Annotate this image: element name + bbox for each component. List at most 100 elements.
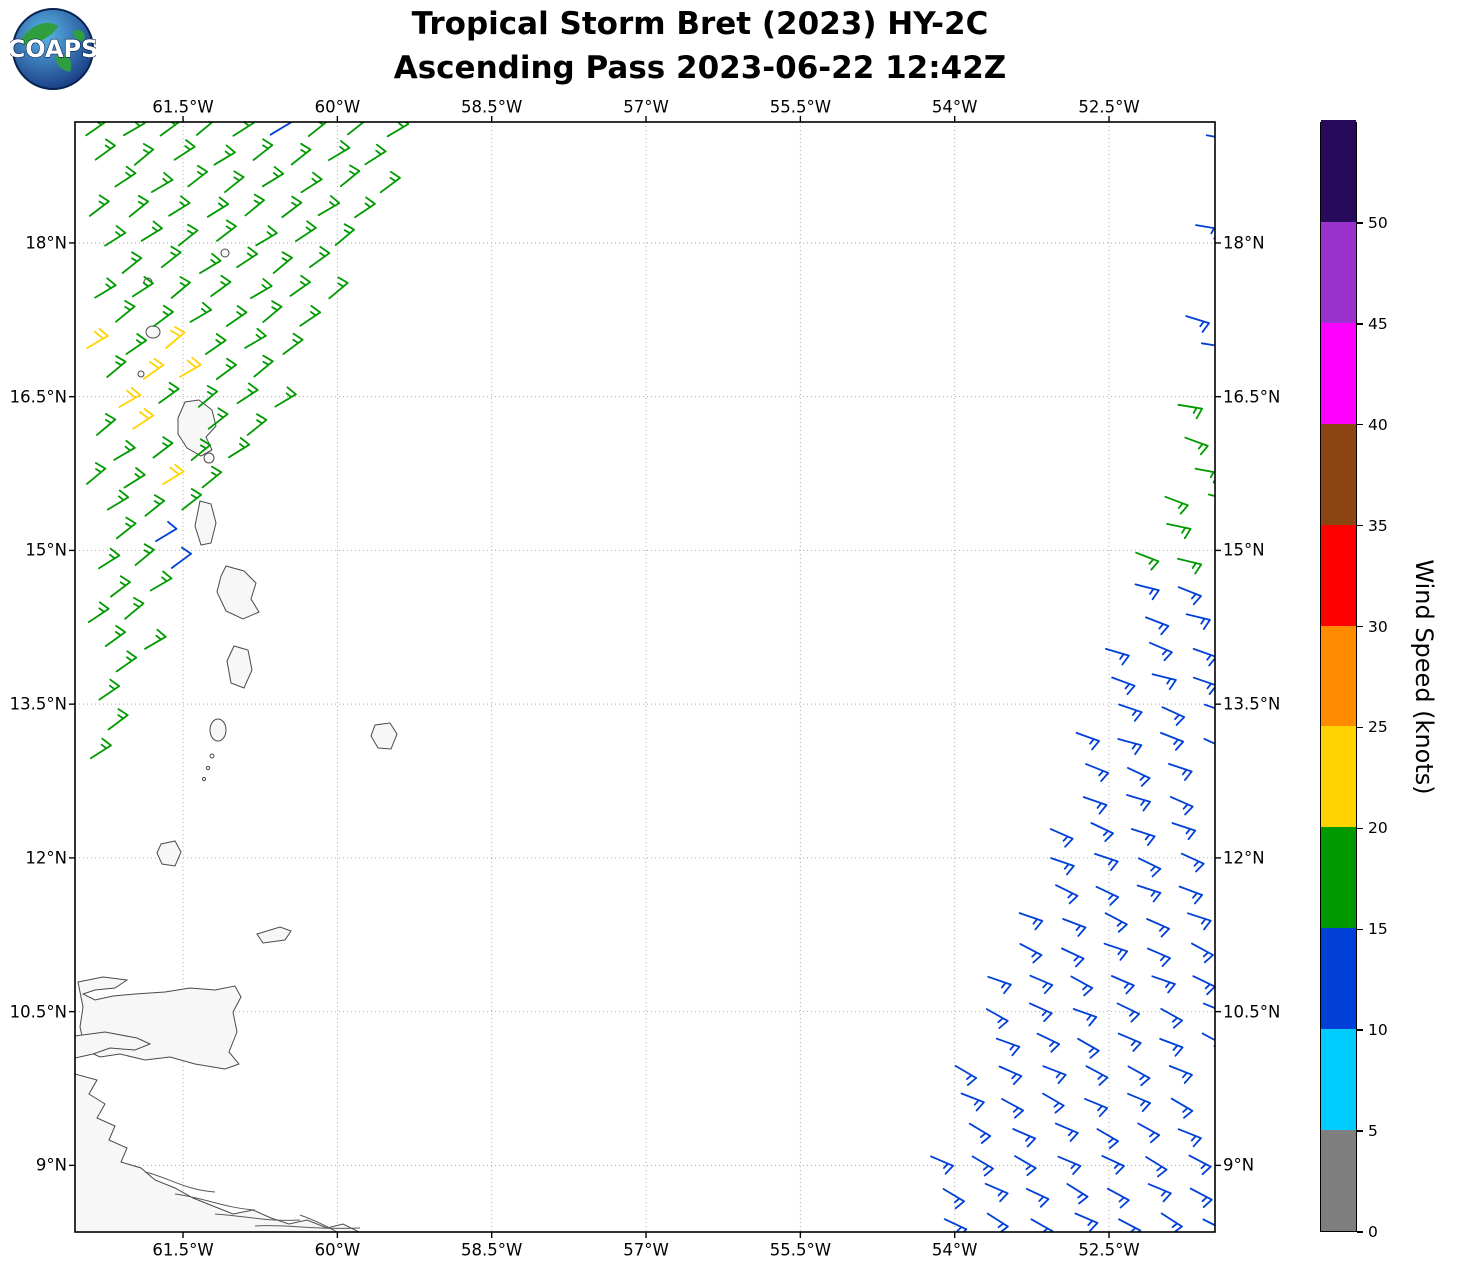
coastline-grenadines-2 [205,765,211,771]
wind-barb [115,516,137,540]
wind-barb [1137,1122,1161,1144]
y-tick-label-left: 16.5°N [9,387,67,407]
x-tick-label-bottom: 52.5°W [1078,1240,1140,1260]
wind-barb [144,628,167,650]
wind-barb [152,436,174,459]
wind-barb [213,144,236,166]
wind-barb [379,171,401,194]
x-tick-label-bottom: 55.5°W [769,1240,832,1260]
wind-barb [1200,342,1215,347]
colorbar-tick-mark [1357,827,1363,830]
wind-barb [201,465,223,489]
wind-barb [207,407,229,430]
wind-barb [295,220,317,242]
colorbar-tick-mark [1357,323,1363,325]
wind-barb [1061,947,1085,968]
wind-barb [274,386,297,408]
wind-barb [1095,885,1120,906]
delta-channel-2 [174,1193,256,1211]
wind-barb [386,122,410,138]
wind-barb [1136,884,1162,903]
y-tick-label-right: 13.5°N [1223,694,1281,714]
wind-barb [269,122,292,136]
wind-barb [1168,1065,1193,1084]
wind-barb [1055,884,1079,905]
wind-barb [1029,974,1054,995]
wind-barb [1177,403,1203,420]
wind-barb [1164,495,1189,515]
wind-barb [232,122,255,137]
colorbar-tick-label: 20 [1368,819,1388,838]
wind-barb [85,122,107,137]
x-tick-label-bottom: 58.5°W [461,1240,523,1260]
wind-barb [1019,943,1043,964]
wind-barb [123,467,146,489]
wind-barb [98,547,121,570]
x-tick-label-top: 57°W [623,97,669,117]
wind-barb [1104,912,1128,933]
wind-barb [1207,493,1215,497]
wind-barb [252,138,274,161]
wind-barb [123,122,146,137]
delta-channel-1 [144,1171,216,1193]
wind-barb [1103,942,1129,961]
wind-barb [104,225,127,247]
wind-barb [1137,857,1162,878]
wind-barb [236,246,259,268]
wind-barb [170,276,191,299]
colorbar-segment-35-40 [1321,423,1356,525]
page-title: Tropical Storm Bret (2023) HY-2C [411,6,989,42]
colorbar-segment-10-15 [1321,927,1356,1030]
wind-barb [173,139,196,161]
coastline-tobago [256,926,292,944]
y-tick-label-right: 18°N [1223,233,1265,253]
wind-barb [309,246,331,268]
wind-barb [158,381,180,404]
plot-frame [74,121,1216,1233]
wind-barb [1105,648,1130,666]
wind-barb [165,326,186,349]
wind-barb [1050,857,1075,876]
wind-barb [1170,1097,1194,1119]
wind-barb [1178,885,1203,905]
wind-barb [340,164,361,188]
colorbar-tick-mark [1357,222,1363,224]
colorbar-tick-label: 0 [1368,1223,1378,1241]
wind-barb [196,122,214,136]
wind-barb [107,708,129,731]
coastline-trinidad [77,976,242,1070]
wind-barb [1111,676,1136,696]
wind-barb [1054,1122,1079,1142]
wind-barb [189,301,213,323]
wind-barb [1146,918,1170,938]
wind-barb [1085,1065,1109,1086]
wind-barb [199,252,222,274]
wind-barb [1117,738,1143,756]
wind-barb [250,278,273,299]
wind-barb [1116,1002,1141,1023]
wind-barb [152,304,174,328]
wind-barb [1077,1037,1100,1059]
wind-barb [115,300,136,323]
wind-barb [1188,1154,1212,1176]
wind-barb [1049,828,1074,848]
wind-barb [86,462,107,485]
wind-barb [225,305,248,327]
wind-barb [86,328,109,349]
wind-barb [289,274,311,297]
colorbar-segment-5-10 [1321,1028,1356,1131]
wind-barb [1187,912,1212,931]
wind-barb [1036,1032,1061,1053]
colorbar-tick-label: 5 [1368,1122,1378,1141]
wind-barb [1151,975,1176,994]
colorbar-tick-mark [1357,424,1363,426]
coastline-paria-peninsula [75,1031,152,1059]
wind-barb [246,413,268,436]
y-tick-label-right: 16.5°N [1223,387,1281,407]
coastline-st-lucia [226,645,253,689]
wind-barb [1202,1218,1215,1232]
wind-barb [1205,134,1215,138]
wind-barb [1012,1128,1037,1148]
x-tick-label-bottom: 61.5°W [152,1240,214,1260]
